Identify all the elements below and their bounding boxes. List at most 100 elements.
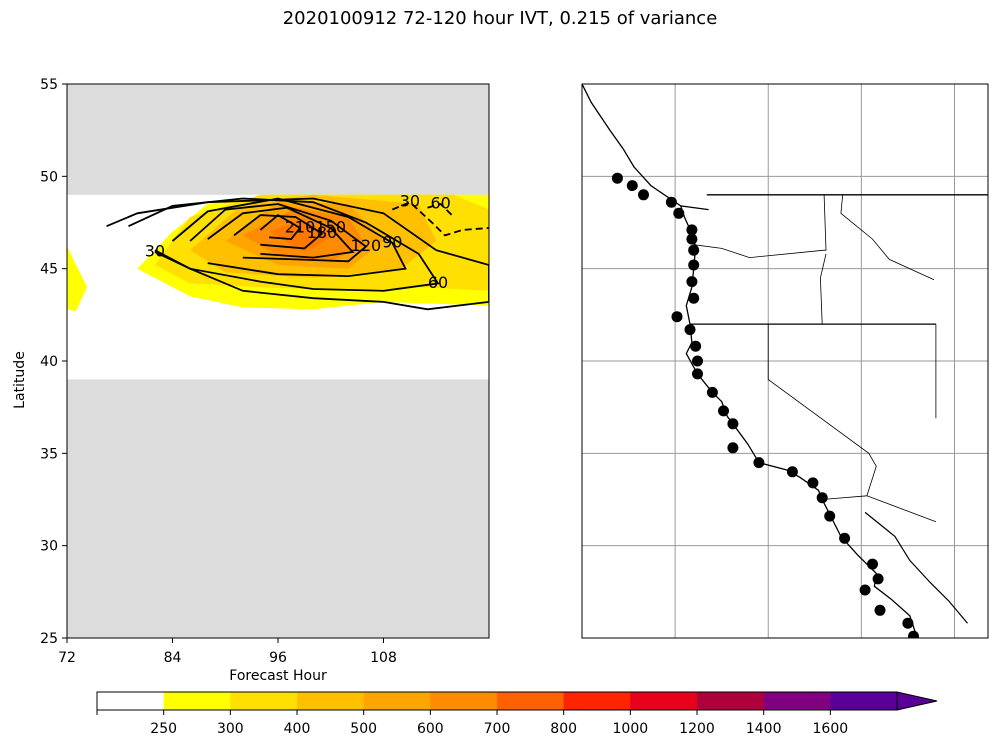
contour-30-0	[106, 197, 489, 311]
station-point	[908, 630, 919, 638]
station-point	[727, 442, 739, 454]
station-point	[692, 355, 703, 367]
fill-level-250-1	[67, 246, 88, 312]
colorbar-label-400: 400	[284, 721, 311, 737]
figure-title: 2020100912 72-120 hour IVT, 0.215 of var…	[282, 8, 718, 29]
colorbar-swatch-3	[297, 692, 365, 710]
contour-60-3	[128, 197, 440, 292]
station-point	[718, 405, 729, 417]
contour-label-90-4: 90	[382, 232, 402, 251]
contour-label-30-1: 30	[400, 192, 420, 211]
x-tick-label-72: 72	[58, 650, 76, 666]
station-point	[807, 477, 819, 489]
station-point	[665, 196, 677, 208]
station-point	[671, 311, 683, 323]
map-frame	[581, 83, 989, 639]
station-point	[786, 466, 798, 478]
station-point	[706, 386, 718, 398]
station-point	[673, 207, 685, 219]
fill-level-700-6	[269, 218, 331, 252]
x-axis-label: Forecast Hour	[229, 668, 327, 684]
map-area	[582, 84, 988, 651]
colorbar-label-500: 500	[350, 721, 377, 737]
colorbar-label-1400: 1400	[746, 721, 782, 737]
station-point	[692, 368, 703, 380]
contour-label-60-2: 60	[430, 194, 450, 213]
contour-label-210-8: 210	[285, 218, 316, 237]
x-tick-label-84: 84	[164, 650, 182, 666]
contour-60-2	[427, 202, 455, 218]
colorbar-label-300: 300	[217, 721, 244, 737]
y-tick-label-25: 25	[40, 631, 58, 647]
contour-label-150-6: 150	[315, 218, 346, 237]
station-point	[867, 558, 878, 570]
station-point	[611, 172, 623, 184]
coastline-map	[581, 83, 989, 651]
contour-90-4	[171, 197, 407, 278]
station-point	[688, 259, 700, 271]
x-tick-label-108: 108	[370, 650, 397, 666]
colorbar-swatch-6	[497, 692, 565, 710]
station-point	[626, 180, 638, 192]
contour-label-180-7: 180	[307, 223, 338, 242]
station-point	[753, 457, 765, 469]
colorbar-label-700: 700	[484, 721, 511, 737]
colorbar-label-250: 250	[150, 721, 177, 737]
contour-210-8	[259, 214, 302, 241]
border-line-3	[767, 324, 877, 496]
colorbar-extend-arrow	[896, 691, 938, 711]
station-point	[874, 604, 886, 616]
station-point	[727, 418, 739, 430]
station-point	[690, 340, 702, 352]
colorbar-swatch-4	[363, 692, 431, 710]
colorbar-swatch-2	[230, 692, 298, 710]
colorbar-label-800: 800	[550, 721, 577, 737]
border-line-1	[693, 194, 827, 259]
contour-label-120-5: 120	[351, 236, 382, 255]
station-point	[686, 276, 698, 288]
colorbar: 250 300 400 500 600 700 800 1000 1200 1400 1600	[96, 691, 938, 737]
station-point	[686, 233, 698, 245]
contour-30-1	[391, 201, 489, 237]
contour-150-6	[207, 206, 355, 259]
colorbar-swatch-10	[763, 692, 831, 710]
contour-120-5	[189, 203, 368, 263]
colorbar-swatch-9	[697, 692, 765, 710]
colorbar-swatch-0	[97, 692, 165, 710]
masked-band-0	[67, 379, 489, 638]
colorbar-label-600: 600	[417, 721, 444, 737]
y-tick-label-40: 40	[40, 354, 58, 370]
colorbar-label-1200: 1200	[679, 721, 715, 737]
station-point	[824, 510, 836, 522]
y-tick-label-45: 45	[40, 262, 58, 278]
colorbar-swatch-11	[830, 692, 898, 710]
colorbar-label-1000: 1000	[613, 721, 649, 737]
station-point	[816, 492, 828, 504]
station-point	[839, 532, 851, 544]
station-point	[684, 324, 696, 336]
gulf-coastline	[864, 511, 968, 624]
border-line-4	[822, 495, 937, 523]
station-point	[638, 189, 649, 201]
y-tick-label-30: 30	[40, 539, 58, 555]
contour-180-7	[233, 214, 324, 250]
station-point	[859, 584, 871, 596]
colorbar-swatch-8	[630, 692, 698, 710]
station-point	[688, 244, 700, 256]
colorbar-swatch-7	[563, 692, 631, 710]
station-point	[872, 573, 884, 585]
y-tick-label-50: 50	[40, 169, 58, 185]
contour-label-60-3: 60	[428, 273, 448, 292]
station-point	[688, 292, 700, 304]
masked-band-1	[67, 84, 489, 195]
colorbar-swatch-5	[430, 692, 498, 710]
y-tick-label-55: 55	[40, 77, 58, 93]
station-point	[908, 640, 919, 651]
colorbar-swatch-1	[163, 692, 231, 710]
y-tick-label-35: 35	[40, 446, 58, 462]
x-tick-label-96: 96	[269, 650, 287, 666]
station-point	[902, 617, 914, 629]
